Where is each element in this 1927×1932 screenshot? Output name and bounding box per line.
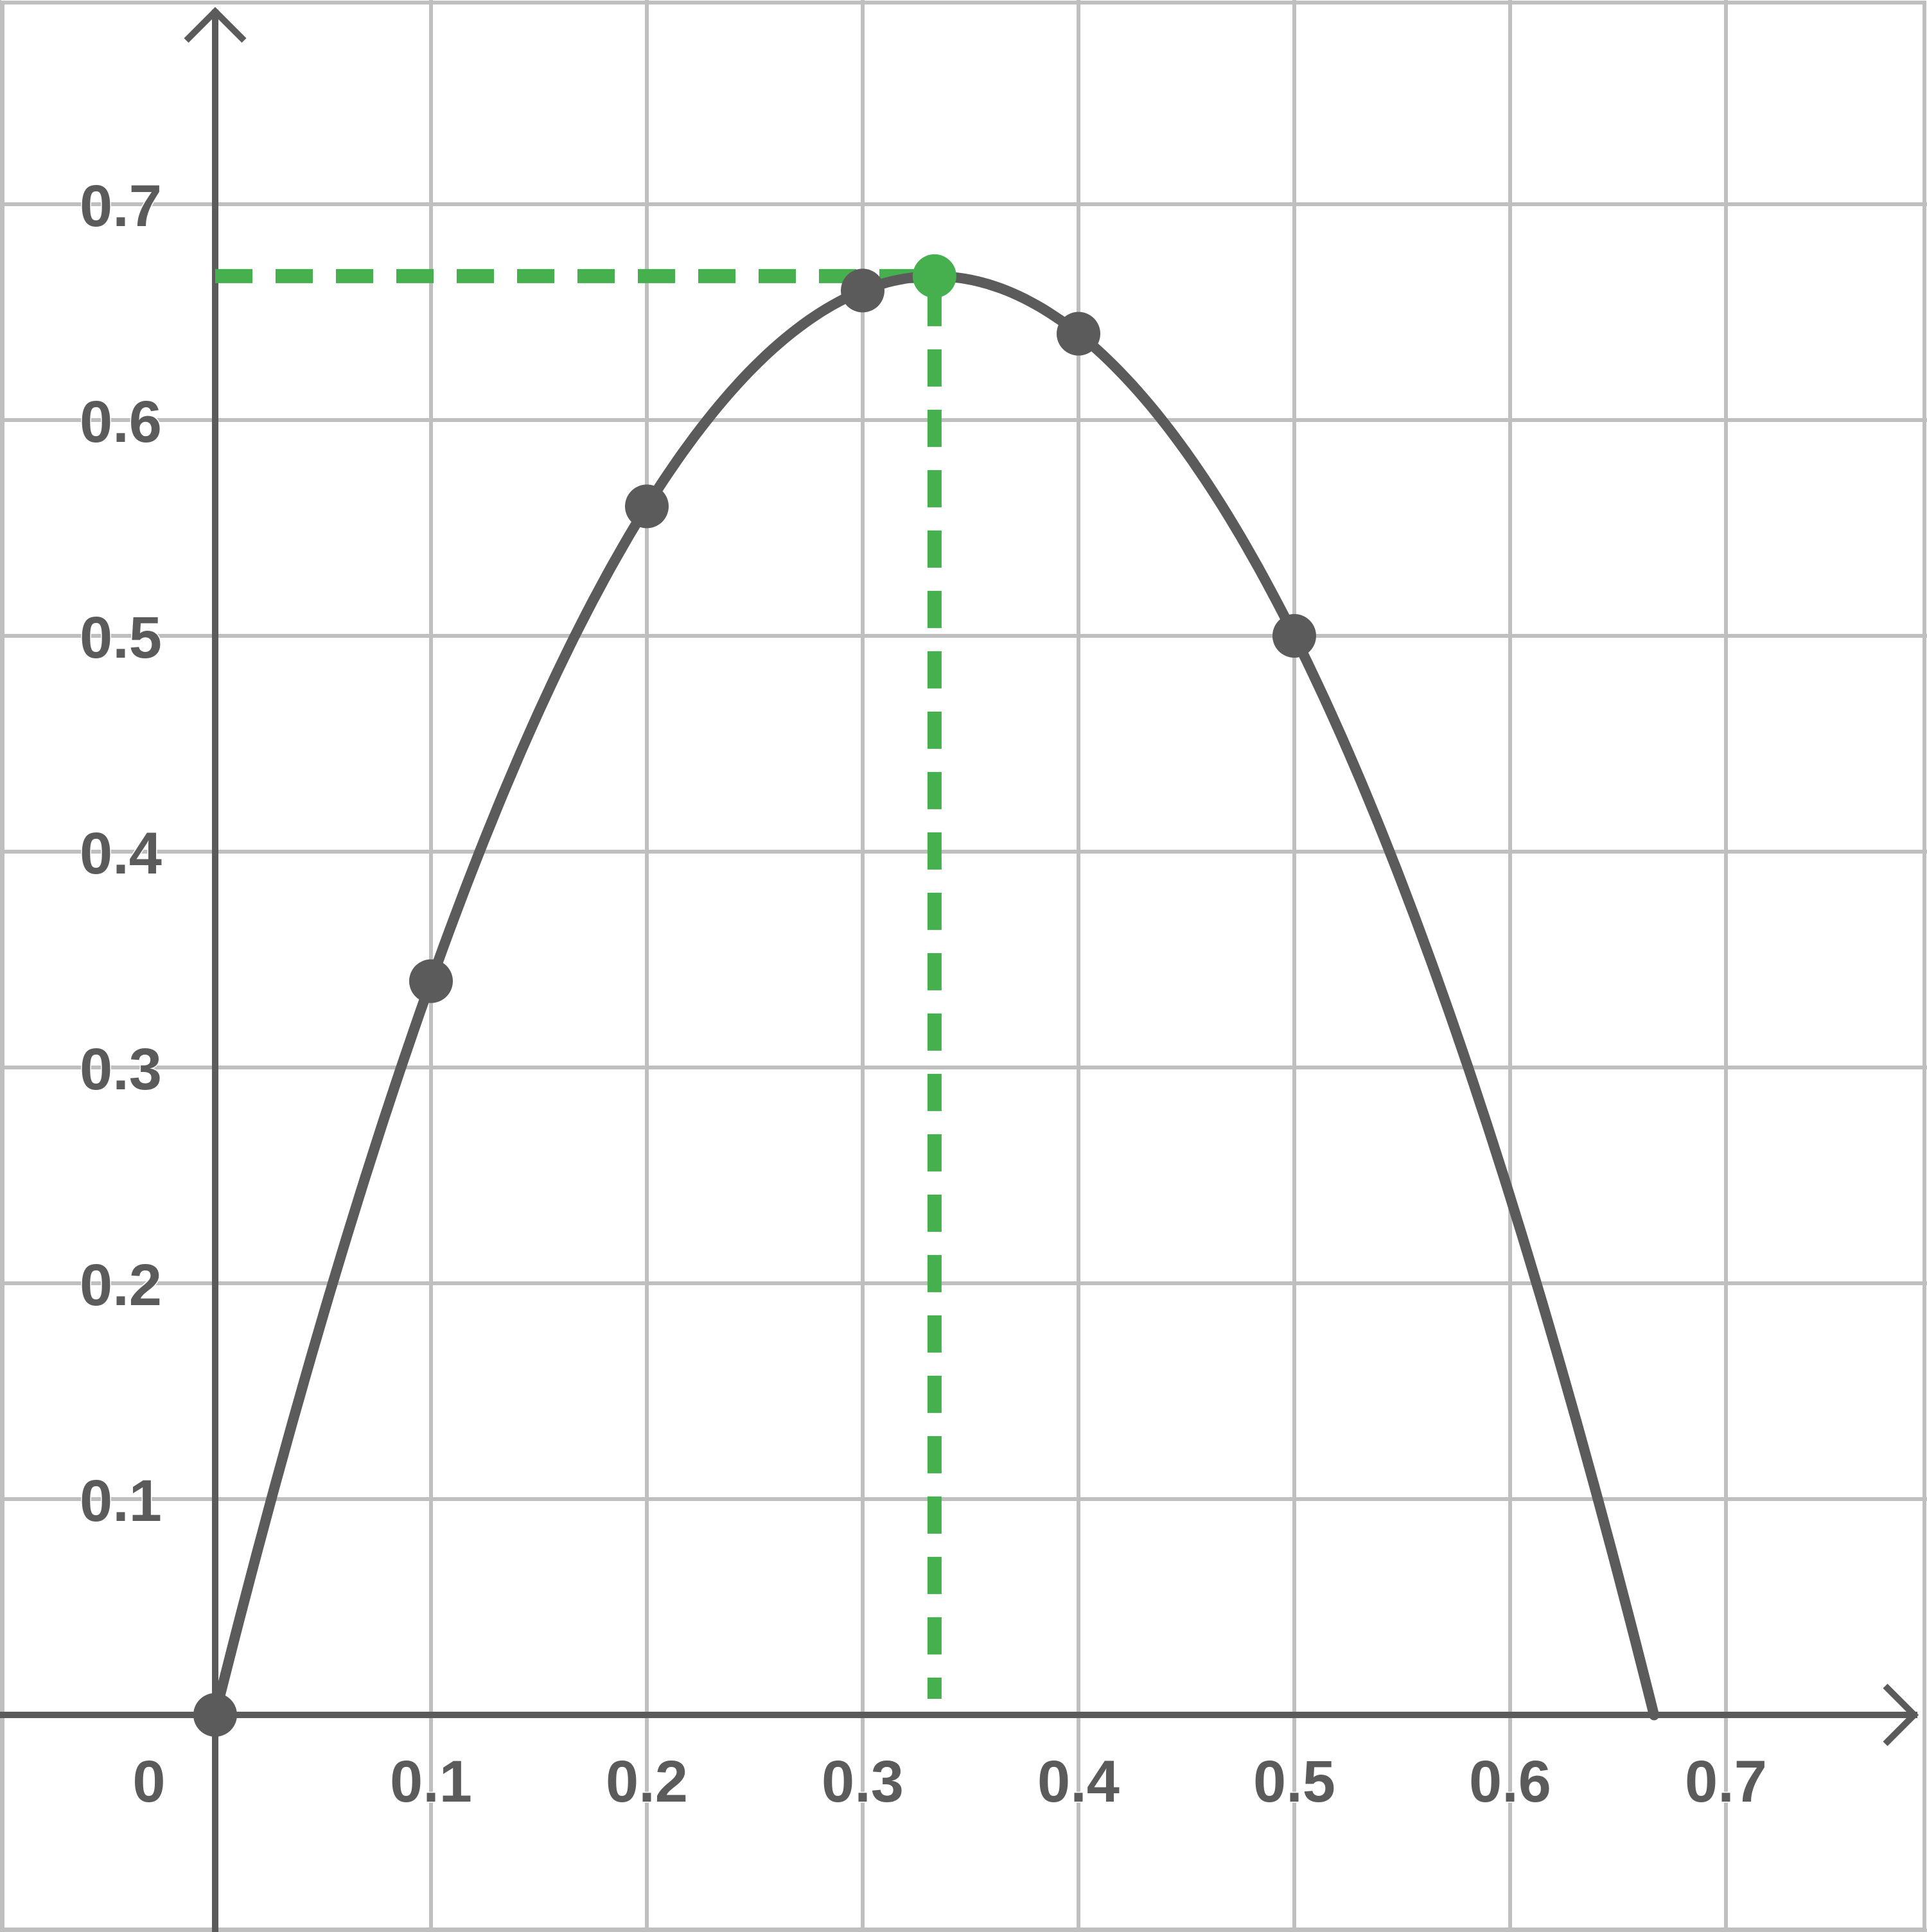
x-tick-label: 0.6 [1469,1749,1551,1814]
x-tick-label: 0.2 [606,1749,688,1814]
y-tick-label: 0.4 [80,821,162,886]
y-tick-label: 0.6 [80,389,162,455]
max-guides [215,268,942,1699]
x-tick-label: 0 [132,1749,165,1814]
data-point [1272,614,1316,658]
x-tick-label: 0.4 [1037,1749,1120,1814]
x-tick-label: 0.1 [390,1749,472,1814]
y-tick-label: 0.3 [80,1037,162,1102]
y-tick-label: 0.2 [80,1252,162,1318]
data-point [409,959,453,1003]
tick-labels: 0 0.1 0.2 0.3 0.4 0.5 0.6 0.7 0.1 0.2 0.3 0.4 0.5 0.6… [79,173,1768,1816]
y-axis-arrow [184,6,247,43]
y-tick-label: 0.1 [80,1468,162,1534]
max-point [912,254,956,298]
x-axis-arrow [1883,1683,1919,1746]
axes [0,6,1919,1932]
data-point [193,1693,237,1737]
points-layer [193,254,1316,1737]
data-point [1057,312,1100,356]
x-tick-label: 0.7 [1685,1749,1767,1814]
x-tick-label: 0.3 [822,1749,904,1814]
y-tick-label: 0.7 [80,173,162,239]
data-point [841,268,884,313]
x-tick-label: 0.5 [1253,1749,1335,1814]
data-point [625,484,669,529]
y-tick-label: 0.5 [80,605,162,671]
